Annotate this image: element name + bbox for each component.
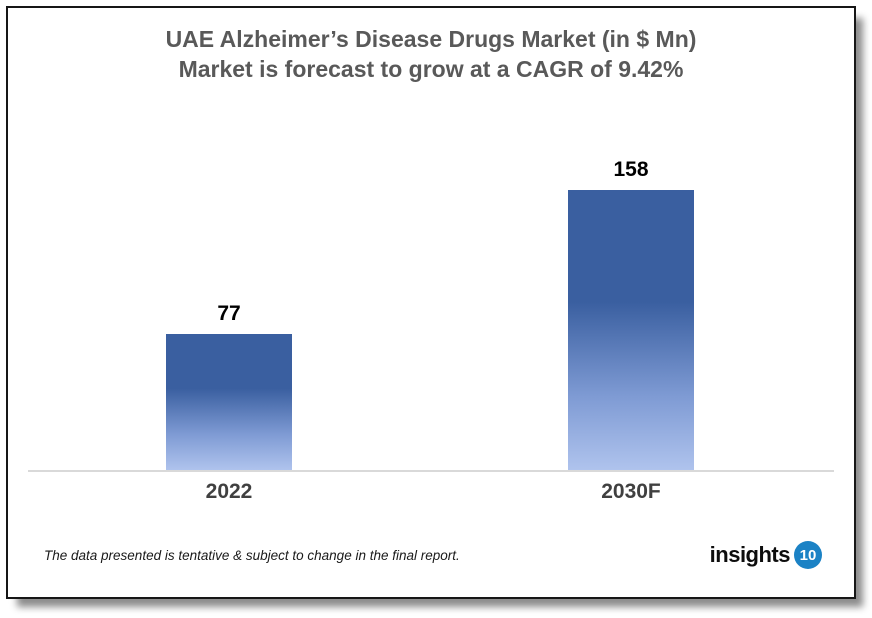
bar-2030f bbox=[568, 190, 694, 470]
x-axis-label-2022: 2022 bbox=[205, 480, 253, 503]
value-label-2022: 77 bbox=[217, 302, 241, 325]
chart-frame: UAE Alzheimer’s Disease Drugs Market (in… bbox=[6, 6, 856, 599]
logo-badge-10-icon: 10 bbox=[794, 541, 822, 569]
logo-text: insights bbox=[709, 542, 791, 567]
plot-area: 77 2022 158 2030F bbox=[8, 8, 854, 503]
bar-group-2022: 77 2022 bbox=[166, 302, 292, 503]
bar-2022 bbox=[166, 334, 292, 470]
chart-subtitle: Market is forecast to grow at a CAGR of … bbox=[178, 56, 684, 82]
chart-title: UAE Alzheimer’s Disease Drugs Market (in… bbox=[165, 26, 697, 52]
x-axis-line bbox=[28, 470, 834, 472]
chart-title-block: UAE Alzheimer’s Disease Drugs Market (in… bbox=[8, 24, 854, 84]
value-label-2030f: 158 bbox=[613, 158, 649, 181]
x-axis-label-2030f: 2030F bbox=[601, 480, 661, 503]
bar-group-2030f: 158 2030F bbox=[568, 158, 694, 503]
disclaimer-text: The data presented is tentative & subjec… bbox=[44, 548, 460, 563]
insights10-logo: insights 10 bbox=[710, 541, 822, 569]
